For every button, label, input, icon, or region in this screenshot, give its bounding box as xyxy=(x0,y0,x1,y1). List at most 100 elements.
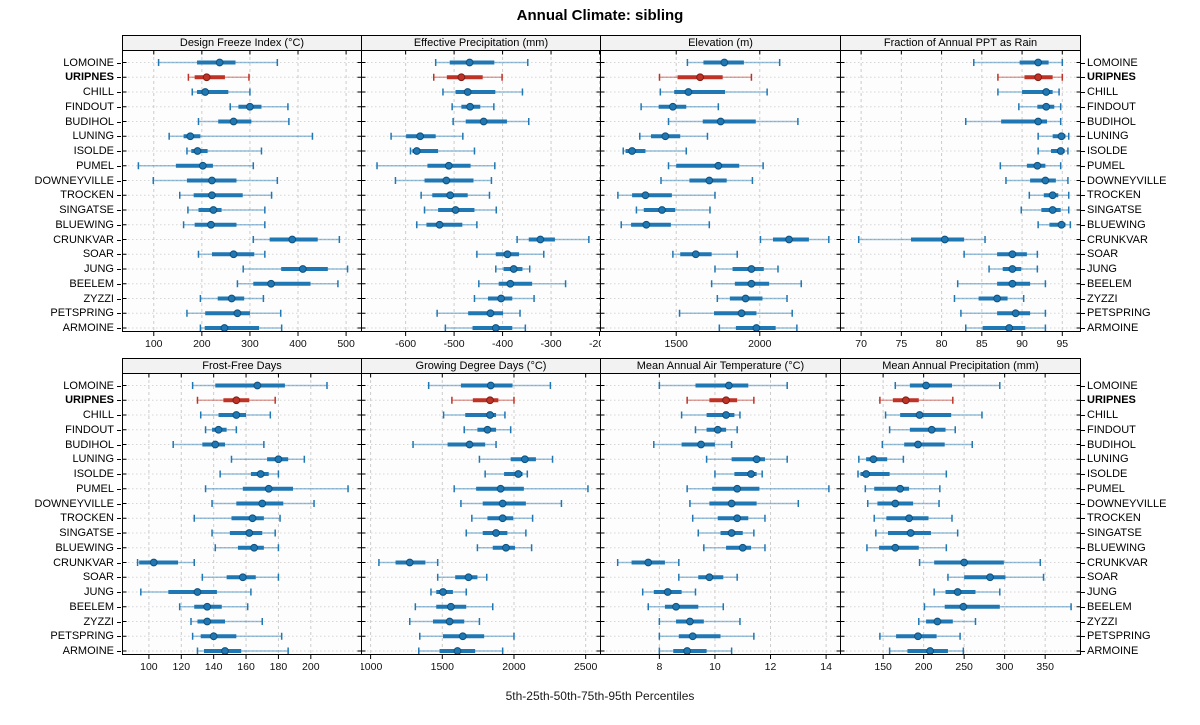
axis-tick-label: 2000 xyxy=(502,661,526,673)
percentile-row-zyzzi xyxy=(199,294,265,303)
site-label-left-trocken: TROCKEN xyxy=(60,189,114,202)
percentile-row-jung xyxy=(495,265,531,273)
percentile-row-lomoine xyxy=(894,381,1001,390)
percentile-row-trocken xyxy=(617,191,716,200)
site-label-left-zyzzi: ZYZZI xyxy=(83,615,114,628)
site-label-right-zyzzi: ZYZZI xyxy=(1087,615,1118,628)
panel-axis: 1000 1500 2000 2500 xyxy=(361,655,601,673)
site-label-left-armoine: ARMOINE xyxy=(62,322,114,334)
y-tick-mark xyxy=(1081,106,1085,108)
axis-tick-label: 1000 xyxy=(361,661,382,673)
site-label-left-singatse: SINGATSE xyxy=(59,204,114,216)
percentile-row-trocken xyxy=(873,514,953,523)
percentile-row-bluewing xyxy=(620,220,711,229)
panel: Fraction of Annual PPT as Rain xyxy=(840,35,1081,332)
percentile-row-luning xyxy=(390,132,464,141)
percentile-row-zyzzi xyxy=(918,617,977,626)
y-tick-mark xyxy=(117,459,121,461)
percentile-row-armoine xyxy=(888,647,965,654)
y-tick-mark xyxy=(1081,474,1085,475)
y-tick-mark xyxy=(117,429,121,431)
percentile-row-zyzzi xyxy=(658,617,741,626)
site-label-right-zyzzi: ZYZZI xyxy=(1087,292,1118,305)
y-tick-mark xyxy=(117,151,121,152)
site-label-right-uripnes: URIPNES xyxy=(1087,394,1136,407)
percentile-row-lomoine xyxy=(658,381,788,390)
percentile-row-singatse xyxy=(875,529,959,537)
y-tick-mark xyxy=(117,636,121,638)
site-label-left-uripnes: URIPNES xyxy=(65,71,114,84)
percentile-row-trocken xyxy=(178,191,273,200)
site-label-right-isolde: ISOLDE xyxy=(1087,145,1128,157)
percentile-row-soar xyxy=(672,250,738,259)
panel-strip-label: Fraction of Annual PPT as Rain xyxy=(841,36,1080,51)
percentile-row-lomoine xyxy=(191,381,328,390)
site-label-right-isolde: ISOLDE xyxy=(1087,468,1128,480)
percentile-row-budihol xyxy=(172,440,265,449)
site-label-left-uripnes: URIPNES xyxy=(65,394,114,407)
panel-strip-label: Growing Degree Days (°C) xyxy=(362,359,600,374)
y-tick-mark xyxy=(1081,62,1085,64)
panel: Effective Precipitation (mm) xyxy=(361,35,601,332)
site-label-right-soar: SOAR xyxy=(1087,248,1119,261)
percentile-row-downeyville xyxy=(660,176,754,185)
axis: 1500 2000 xyxy=(665,332,772,350)
site-label-left-isolde: ISOLDE xyxy=(73,145,114,157)
site-label-right-petspring: PETSPRING xyxy=(1087,630,1151,643)
y-tick-mark xyxy=(117,474,121,475)
percentile-row-budihol xyxy=(197,117,290,126)
y-tick-mark xyxy=(117,92,121,93)
panel-plot xyxy=(601,374,840,654)
percentile-row-findout xyxy=(204,425,238,434)
percentile-row-budihol xyxy=(667,117,799,126)
percentile-row-armoine xyxy=(196,647,289,654)
axis-tick-label: 150 xyxy=(874,661,892,673)
percentile-row-uripnes xyxy=(196,396,276,405)
axis-tick-label: 2500 xyxy=(574,661,598,673)
site-label-left-soar: SOAR xyxy=(82,571,114,584)
site-label-right-beelem: BEELEM xyxy=(1087,600,1132,613)
panel-strip-label: Design Freeze Index (°C) xyxy=(123,36,361,51)
percentile-row-bluewing xyxy=(866,543,948,552)
y-tick-mark xyxy=(1081,621,1085,623)
percentile-row-budihol xyxy=(964,117,1062,126)
y-tick-mark xyxy=(117,224,121,226)
y-tick-mark xyxy=(1081,488,1085,490)
axis-tick-label: 350 xyxy=(1036,661,1054,673)
axis: 70 75 80 85 90 95 xyxy=(855,332,1068,350)
site-label-right-uripnes: URIPNES xyxy=(1087,71,1136,84)
panel-axis: 150 200 250 300 350 xyxy=(840,655,1081,673)
percentile-row-uripnes xyxy=(187,73,250,82)
panel-plot xyxy=(362,51,600,331)
axis-tick-label: -200 xyxy=(589,338,601,350)
site-label-left-petspring: PETSPRING xyxy=(50,630,114,643)
axis-tick-label: 200 xyxy=(915,661,933,673)
y-tick-mark xyxy=(117,180,121,182)
site-label-right-jung: JUNG xyxy=(1087,586,1117,598)
percentile-row-armoine xyxy=(964,324,1047,331)
site-label-left-luning: LUNING xyxy=(72,130,114,143)
percentile-row-luning xyxy=(705,455,788,464)
y-tick-mark xyxy=(1081,503,1085,505)
percentile-row-findout xyxy=(888,425,956,434)
y-tick-mark xyxy=(1081,429,1085,431)
y-tick-mark xyxy=(1081,195,1085,197)
panel-plot xyxy=(362,374,600,654)
percentile-row-singatse xyxy=(423,206,498,214)
panel-axis: 1500 2000 xyxy=(600,332,841,350)
y-tick-mark xyxy=(1081,239,1085,241)
y-tick-mark xyxy=(1081,533,1085,534)
percentile-row-zyzzi xyxy=(408,617,481,626)
y-tick-mark xyxy=(117,518,121,520)
site-label-right-trocken: TROCKEN xyxy=(1087,512,1141,525)
site-label-right-chill: CHILL xyxy=(1087,409,1119,421)
percentile-row-pumel xyxy=(376,161,496,170)
y-tick-mark xyxy=(117,400,121,402)
panel: Growing Degree Days (°C) xyxy=(361,358,601,655)
panel-plot xyxy=(841,374,1080,654)
site-label-left-beelem: BEELEM xyxy=(69,600,114,613)
percentile-row-bluewing xyxy=(1037,220,1072,229)
panel-axis: 8 10 12 14 xyxy=(600,655,841,673)
axis-tick-label: 180 xyxy=(270,661,288,673)
percentile-row-crunkvar xyxy=(516,235,590,244)
